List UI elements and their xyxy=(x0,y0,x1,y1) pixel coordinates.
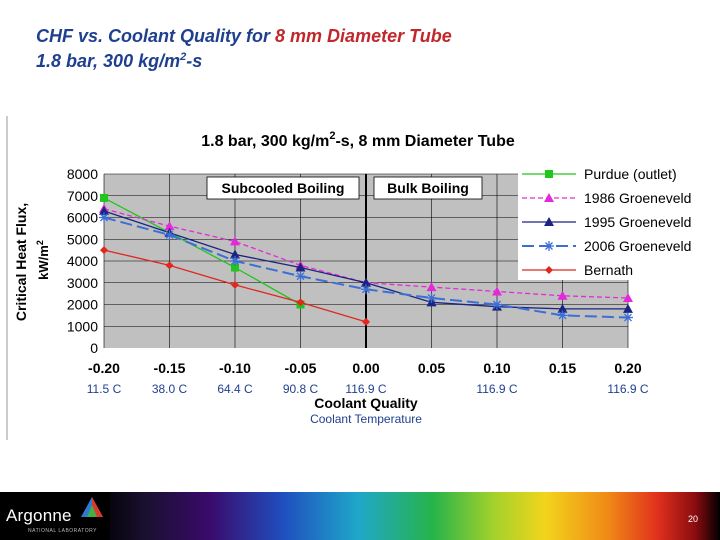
data-point-series-5 xyxy=(231,280,239,289)
data-point-series-3 xyxy=(361,277,371,287)
data-point-series-1 xyxy=(231,263,239,272)
legend-label-5: Bernath xyxy=(584,262,633,278)
legend-label-2: 1986 Groeneveld xyxy=(584,190,691,206)
legend-marker-4 xyxy=(544,241,554,251)
temperature-label: 38.0 C xyxy=(152,382,188,396)
data-point-series-3 xyxy=(230,249,240,259)
legend-marker-2 xyxy=(544,193,554,202)
data-point-series-3 xyxy=(295,262,306,272)
data-point-series-4 xyxy=(230,256,240,266)
x-tick-label: 0.10 xyxy=(483,360,510,376)
data-point-series-4 xyxy=(623,312,633,323)
legend-marker-1 xyxy=(545,170,553,178)
x-axis-label: Coolant Quality xyxy=(314,395,418,411)
chf-chart: Subcooled Boiling Bulk Boiling Purdue (out… xyxy=(6,116,692,440)
temperature-axis-label: Coolant Temperature xyxy=(310,412,422,426)
y-tick-label: 6000 xyxy=(67,210,98,226)
page-number: 20 xyxy=(687,514,698,524)
legend-marker-3 xyxy=(544,217,554,226)
y-tick-label: 4000 xyxy=(67,253,98,269)
temperature-label: 116.9 C xyxy=(345,382,386,396)
data-point-series-4 xyxy=(426,292,437,303)
y-tick-label: 2000 xyxy=(67,297,98,313)
temperature-label: 116.9 C xyxy=(476,382,517,396)
y-axis-unit: kW/m2 xyxy=(35,240,51,280)
data-point-series-2 xyxy=(164,221,175,231)
data-point-series-4 xyxy=(492,299,502,310)
data-point-series-4 xyxy=(164,229,175,240)
data-point-series-2 xyxy=(557,290,568,300)
x-tick-label: 0.05 xyxy=(418,360,445,376)
x-tick-label: -0.05 xyxy=(285,360,317,376)
slide-title: CHF vs. Coolant Quality for 8 mm Diamete… xyxy=(36,26,452,72)
subtitle-end: -s xyxy=(186,51,203,71)
data-point-series-4 xyxy=(361,284,371,295)
legend-label-3: 1995 Groeneveld xyxy=(584,214,691,230)
y-tick-label: 1000 xyxy=(67,318,98,334)
x-tick-label: -0.20 xyxy=(88,360,120,376)
argonne-logo-text: Argonne xyxy=(6,506,72,525)
subtitle-main: 1.8 bar, 300 kg/m xyxy=(36,51,181,71)
rainbow-band xyxy=(96,492,720,540)
data-point-series-2 xyxy=(230,236,240,246)
footer-bar: Argonne NATIONAL LABORATORY 20 xyxy=(0,492,720,540)
x-tick-label: 0.20 xyxy=(614,360,641,376)
slide-title-line2: 1.8 bar, 300 kg/m2-s xyxy=(36,47,452,72)
data-point-series-2 xyxy=(623,292,633,302)
bulk-boiling-label: Bulk Boiling xyxy=(387,180,469,196)
legend-marker-5 xyxy=(545,266,553,274)
temperature-label: 64.4 C xyxy=(217,382,253,396)
data-point-series-4 xyxy=(295,271,306,282)
slide-title-line1: CHF vs. Coolant Quality for 8 mm Diamete… xyxy=(36,26,452,47)
data-point-series-2 xyxy=(492,286,502,296)
data-point-series-3 xyxy=(99,205,109,215)
y-tick-label: 3000 xyxy=(67,275,98,291)
data-point-series-5 xyxy=(100,246,108,255)
title-prefix: CHF vs. Coolant Quality for xyxy=(36,26,276,46)
y-tick-label: 0 xyxy=(90,340,98,356)
data-point-series-5 xyxy=(362,317,370,326)
data-point-series-3 xyxy=(557,303,568,313)
y-tick-label: 8000 xyxy=(67,166,98,182)
legend-label-4: 2006 Groeneveld xyxy=(584,238,691,254)
subcooled-boiling-label: Subcooled Boiling xyxy=(222,180,345,196)
y-tick-label: 7000 xyxy=(67,188,98,204)
x-tick-label: -0.15 xyxy=(154,360,186,376)
data-point-series-4 xyxy=(99,212,109,223)
temperature-label: 11.5 C xyxy=(87,382,122,396)
data-point-series-4 xyxy=(557,310,568,321)
data-point-series-2 xyxy=(426,282,437,292)
data-point-series-5 xyxy=(165,261,174,270)
title-highlight: 8 mm Diameter Tube xyxy=(275,26,452,46)
data-point-series-3 xyxy=(623,303,633,313)
temperature-label: 116.9 C xyxy=(607,382,648,396)
argonne-logo-icon xyxy=(81,497,103,517)
subcooled-boiling-box xyxy=(206,176,360,200)
argonne-logo-subtext: NATIONAL LABORATORY xyxy=(28,528,97,534)
x-tick-label: -0.10 xyxy=(219,360,251,376)
x-tick-label: 0.15 xyxy=(549,360,576,376)
x-tick-label: 0.00 xyxy=(352,360,379,376)
bulk-boiling-box xyxy=(373,176,483,200)
data-point-series-5 xyxy=(296,298,305,307)
data-point-series-1 xyxy=(100,193,108,202)
subtitle-sup: 2 xyxy=(180,51,187,63)
temperature-label: 90.8 C xyxy=(283,382,319,396)
y-tick-label: 5000 xyxy=(67,231,98,247)
chart-title: 1.8 bar, 300 kg/m2-s, 8 mm Diameter Tube xyxy=(201,130,515,150)
y-axis-label: Critical Heat Flux, xyxy=(13,203,29,321)
legend-label-1: Purdue (outlet) xyxy=(584,166,677,182)
